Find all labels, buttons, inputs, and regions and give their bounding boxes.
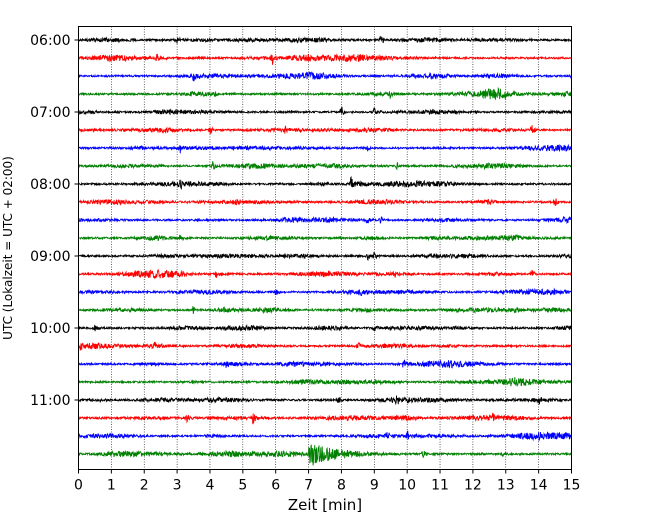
x-tick-label: 15 <box>563 478 581 494</box>
seismogram-trace <box>78 377 572 387</box>
plot-frame <box>78 26 572 470</box>
seismogram-trace <box>78 53 572 65</box>
seismogram-trace <box>78 35 572 44</box>
seismogram-trace <box>78 86 572 101</box>
x-tick-label: 10 <box>398 478 416 494</box>
seismogram-trace <box>78 268 572 280</box>
seismogram-trace <box>78 125 572 135</box>
x-tick-label: 6 <box>271 478 280 494</box>
x-tick-label: 5 <box>238 478 247 494</box>
trace-group <box>78 35 572 466</box>
seismogram-trace <box>78 430 572 442</box>
y-axis-ticks: 06:00 07:00 08:00 09:00 10:00 11:00 <box>30 33 79 409</box>
x-tick-label: 2 <box>140 478 149 494</box>
x-tick-label: 4 <box>206 478 215 494</box>
x-axis-ticks: 0 1 2 3 4 5 6 7 8 9 10 11 12 13 14 15 <box>74 469 581 494</box>
x-tick-label: 12 <box>464 478 482 494</box>
x-tick-label: 14 <box>530 478 548 494</box>
x-tick-label: 11 <box>431 478 449 494</box>
seismogram-trace <box>78 234 572 242</box>
y-tick-label: 06:00 <box>30 33 70 49</box>
y-axis-label: UTC (Lokalzeit = UTC + 02:00) <box>1 156 15 340</box>
seismogram-trace <box>78 106 572 116</box>
x-axis-label: Zeit [min] <box>288 496 362 514</box>
x-tick-label: 9 <box>370 478 379 494</box>
y-tick-label: 07:00 <box>30 105 70 121</box>
x-tick-label: 8 <box>337 478 346 494</box>
seismogram-trace <box>78 161 572 171</box>
y-tick-label: 10:00 <box>30 321 70 337</box>
y-tick-label: 11:00 <box>30 393 70 409</box>
seismogram-trace <box>78 287 572 297</box>
seismogram-trace <box>78 395 572 406</box>
seismogram-trace <box>78 215 572 225</box>
seismogram-trace <box>78 359 572 369</box>
seismogram-trace <box>78 143 572 154</box>
seismogram-trace <box>78 341 572 352</box>
seismogram-trace <box>78 412 572 425</box>
x-tick-label: 1 <box>107 478 116 494</box>
seismogram-trace <box>78 251 572 262</box>
x-tick-label: 7 <box>304 478 313 494</box>
seismogram-trace <box>78 444 572 466</box>
seismogram-trace <box>78 70 572 82</box>
seismogram-trace <box>78 323 572 332</box>
seismogram-trace <box>78 306 572 315</box>
x-tick-label: 0 <box>74 478 83 494</box>
x-tick-label: 3 <box>173 478 182 494</box>
seismogram-trace <box>78 198 572 206</box>
y-tick-label: 08:00 <box>30 177 70 193</box>
seismogram-trace <box>78 176 572 191</box>
y-tick-label: 09:00 <box>30 249 70 265</box>
x-tick-label: 13 <box>497 478 515 494</box>
